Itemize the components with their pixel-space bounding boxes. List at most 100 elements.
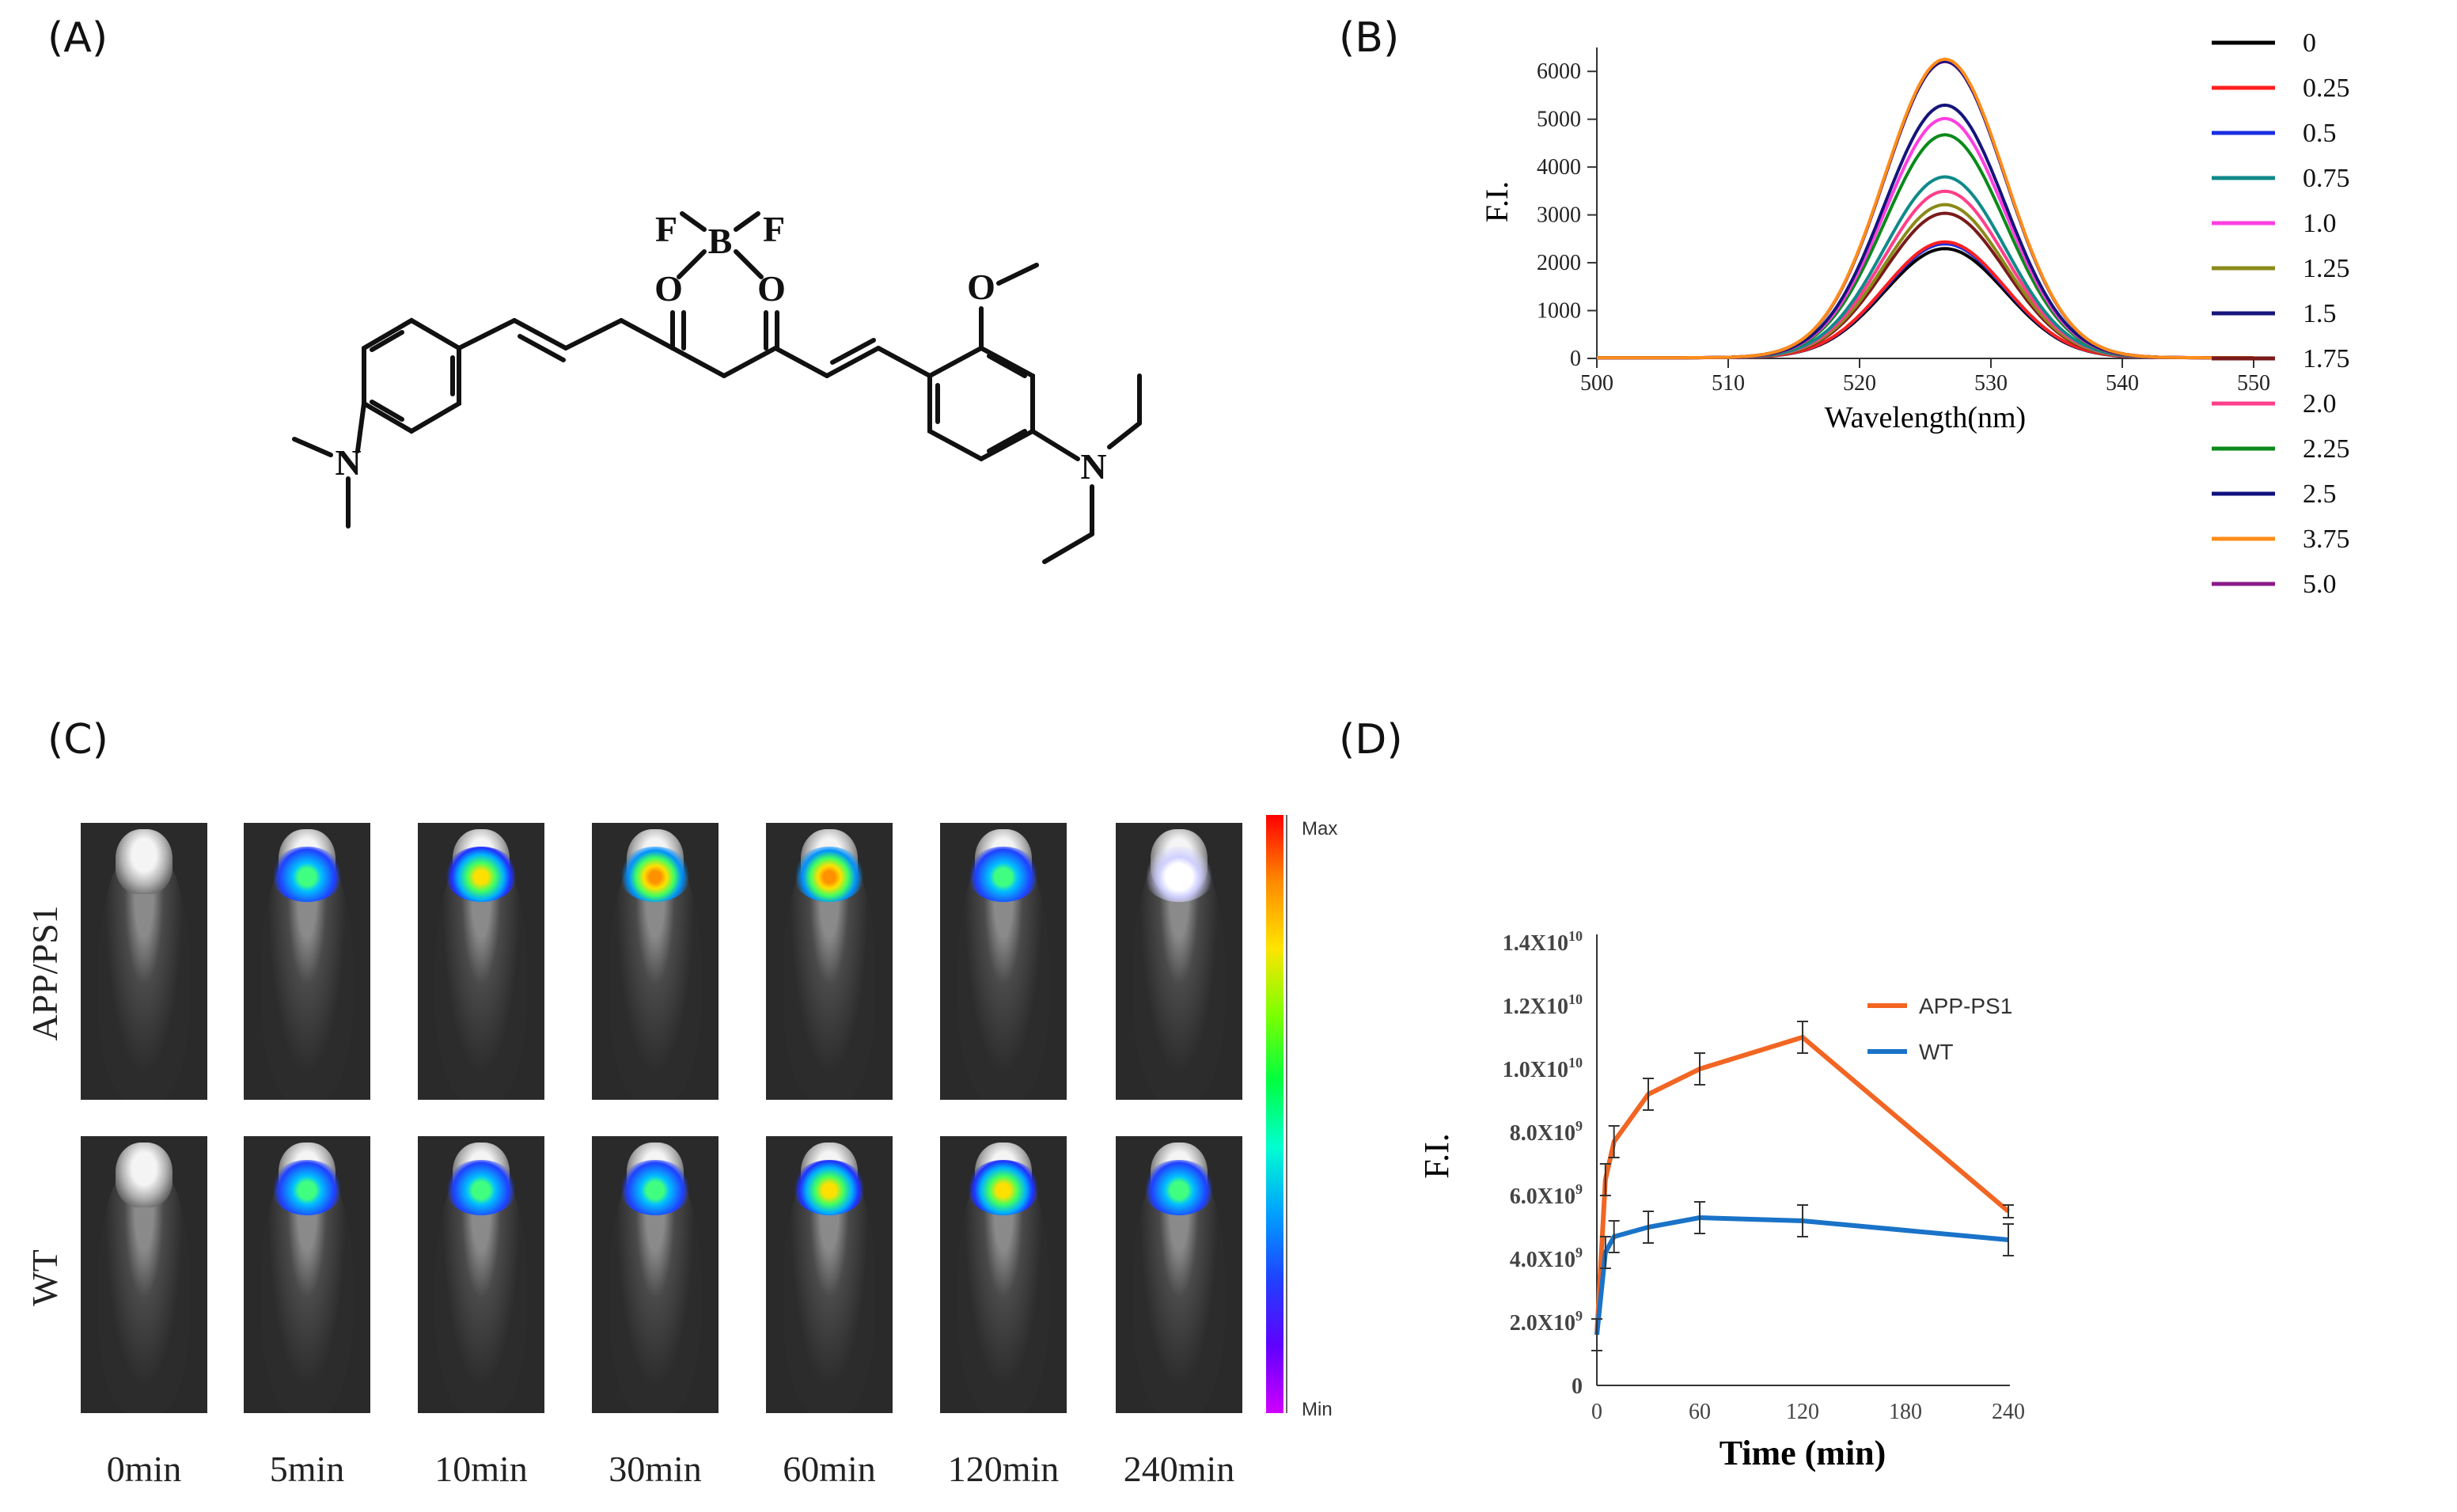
row-label-app-ps1: APP/PS1 xyxy=(25,905,65,1041)
panel-label-d: (D) xyxy=(1339,716,1403,764)
d-y-tick-label: 1.2X1010 xyxy=(1503,991,1583,1019)
fluorescence-signal xyxy=(967,847,1040,902)
b-x-tick-label: 500 xyxy=(1580,371,1613,396)
mouse-image xyxy=(1116,1136,1242,1413)
d-x-tick-label: 60 xyxy=(1689,1400,1711,1424)
fluorescence-signal xyxy=(793,847,866,902)
atom-o-methoxy: O xyxy=(967,267,995,307)
b-legend-label: 0.75 xyxy=(2303,164,2350,193)
d-x-axis-label: Time (min) xyxy=(1720,1434,1886,1472)
atom-b: B xyxy=(708,221,733,261)
b-series-line xyxy=(1597,211,2254,360)
mouse-image xyxy=(592,1136,719,1413)
fluorescence-signal xyxy=(271,847,343,902)
b-legend-label: 5.0 xyxy=(2303,570,2337,599)
b-x-tick-label: 510 xyxy=(1712,371,1745,396)
b-y-tick-label: 3000 xyxy=(1537,203,1581,228)
mouse-image xyxy=(940,823,1067,1100)
d-y-tick-label: 4.0X109 xyxy=(1510,1245,1583,1272)
b-legend-label: 0.25 xyxy=(2303,74,2350,103)
atom-n-left: N xyxy=(335,442,361,483)
right-benzene-ring xyxy=(927,345,1035,462)
b-legend-label: 1.25 xyxy=(2303,254,2350,283)
b-legend-label: 0 xyxy=(2303,32,2316,58)
mouse-image xyxy=(81,823,207,1100)
time-label: 240min xyxy=(1123,1449,1235,1489)
b-legend-label: 2.25 xyxy=(2303,434,2350,464)
b-y-tick-label: 1000 xyxy=(1537,299,1581,324)
b-series-line xyxy=(1597,175,2254,360)
panel-label-b: (B) xyxy=(1339,14,1400,62)
d-x-tick-label: 240 xyxy=(1992,1400,2025,1424)
fluorescence-signal xyxy=(793,1160,866,1215)
b-x-tick-label: 550 xyxy=(2237,371,2270,396)
time-label: 120min xyxy=(947,1449,1060,1489)
b-series-line xyxy=(1597,240,2254,360)
mouse-image xyxy=(766,823,893,1100)
d-y-tick-label: 1.0X1010 xyxy=(1503,1055,1583,1082)
b-series-line xyxy=(1597,59,2254,360)
mouse-image xyxy=(418,1136,544,1413)
b-series-line xyxy=(1597,203,2254,360)
fluorescence-signal xyxy=(619,1160,692,1215)
b-y-tick-label: 0 xyxy=(1570,347,1581,371)
fluorescence-signal xyxy=(445,1160,518,1215)
b-series-line xyxy=(1597,57,2254,360)
d-x-tick-label: 0 xyxy=(1591,1400,1602,1424)
time-label: 60min xyxy=(783,1449,876,1489)
b-x-tick-label: 530 xyxy=(1974,371,2008,396)
fluorescence-signal xyxy=(1143,1160,1215,1215)
b-y-axis-label: F.I. xyxy=(1479,181,1515,222)
b-series-line xyxy=(1597,59,2254,360)
fluorescence-signal xyxy=(271,1160,343,1215)
b-series-line xyxy=(1597,103,2254,360)
d-series-line xyxy=(1594,1034,2010,1336)
d-y-tick-label: 1.4X1010 xyxy=(1503,928,1583,956)
fluorescence-signal xyxy=(1143,847,1215,902)
atom-n-right: N xyxy=(1080,446,1106,487)
atom-o-left: O xyxy=(654,268,683,309)
b-series-line xyxy=(1597,247,2254,360)
b-x-axis-label: Wavelength(nm) xyxy=(1825,401,2026,434)
d-y-tick-label: 2.0X109 xyxy=(1510,1308,1583,1336)
mouse-head xyxy=(116,829,173,894)
colorbar-ticks xyxy=(1286,815,1295,1413)
time-label: 5min xyxy=(269,1449,345,1489)
b-y-tick-label: 5000 xyxy=(1537,108,1581,132)
d-y-tick-label: 0 xyxy=(1572,1374,1583,1399)
b-legend-label: 2.0 xyxy=(2303,389,2337,419)
d-y-tick-label: 6.0X109 xyxy=(1510,1181,1583,1209)
row-label-wt: WT xyxy=(25,1249,65,1306)
mouse-image xyxy=(244,1136,370,1413)
d-x-tick-label: 120 xyxy=(1786,1400,1819,1424)
mouse-image xyxy=(592,823,719,1100)
colorbar xyxy=(1266,815,1283,1413)
atom-f-left: F xyxy=(655,209,677,249)
b-legend-label: 0.5 xyxy=(2303,119,2337,148)
mouse-image xyxy=(418,823,544,1100)
left-benzene-ring xyxy=(362,317,461,434)
d-y-axis-label: F.I. xyxy=(1417,1133,1456,1179)
d-legend-label: APP-PS1 xyxy=(1919,994,2012,1018)
mouse-image xyxy=(940,1136,1067,1413)
mouse-image xyxy=(1116,823,1242,1100)
colorbar-max-label: Max xyxy=(1302,818,1338,839)
b-legend-label: 1.75 xyxy=(2303,344,2350,373)
b-y-tick-label: 6000 xyxy=(1537,59,1581,84)
b-series-line xyxy=(1597,242,2254,360)
b-series-line xyxy=(1597,116,2254,360)
bond-ring-n xyxy=(355,401,366,453)
chemical-structure: F B F O O O N N xyxy=(292,209,1142,564)
mouse-image xyxy=(244,823,370,1100)
fluorescence-signal xyxy=(445,847,518,902)
time-course-chart: 0 60 120 180 240 0 2.0X109 4.0X109 6.0X109 8.0X10… xyxy=(1417,928,2025,1472)
panel-label-c: (C) xyxy=(47,716,108,764)
panel-label-a: (A) xyxy=(47,14,108,62)
atom-o-right: O xyxy=(757,268,786,309)
fluorescence-signal xyxy=(967,1160,1040,1215)
b-y-tick-label: 4000 xyxy=(1537,155,1581,180)
b-legend-label: 1.0 xyxy=(2303,209,2337,238)
in-vivo-imaging-panel: APP/PS1 WT 0min 5min 10min 30min 60min 120min… xyxy=(0,791,1345,1512)
mouse-image xyxy=(81,1136,207,1413)
emission-spectra-chart: 500 510 520 530 540 550 0 1000 2000 3000 4000 5000 6… xyxy=(1479,32,2350,599)
